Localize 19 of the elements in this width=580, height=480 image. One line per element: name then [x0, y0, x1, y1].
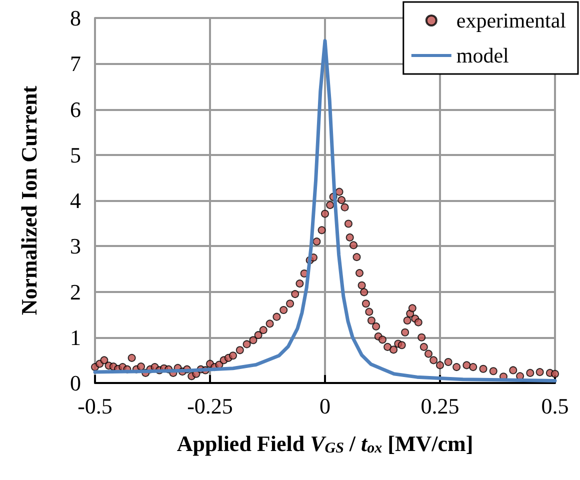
x-tick-label: 0 — [320, 394, 330, 418]
y-tick-label: 2 — [70, 279, 81, 304]
x-tick-label: -0.5 — [78, 394, 112, 418]
y-tick-label: 7 — [70, 51, 81, 76]
x-tick-label: -0.25 — [187, 394, 233, 418]
y-tick-label: 0 — [70, 370, 81, 396]
legend-label: model — [456, 44, 510, 68]
x-axis-title: Applied Field VGS / tox [MV/cm] — [176, 431, 474, 456]
line-series — [93, 39, 557, 382]
y-tick-label: 4 — [70, 188, 81, 213]
y-tick-label: 3 — [70, 234, 81, 259]
y-tick-label: 6 — [70, 96, 81, 122]
x-tick-label: 0.5 — [541, 394, 569, 418]
y-axis-title: Normalized Ion Current — [16, 85, 42, 316]
legend-label: experimental — [456, 8, 566, 32]
y-tick-label: 8 — [70, 6, 81, 30]
y-tick-label: 1 — [70, 324, 81, 350]
x-tick-label: 0.25 — [420, 394, 460, 418]
y-tick-label: 5 — [70, 142, 81, 168]
